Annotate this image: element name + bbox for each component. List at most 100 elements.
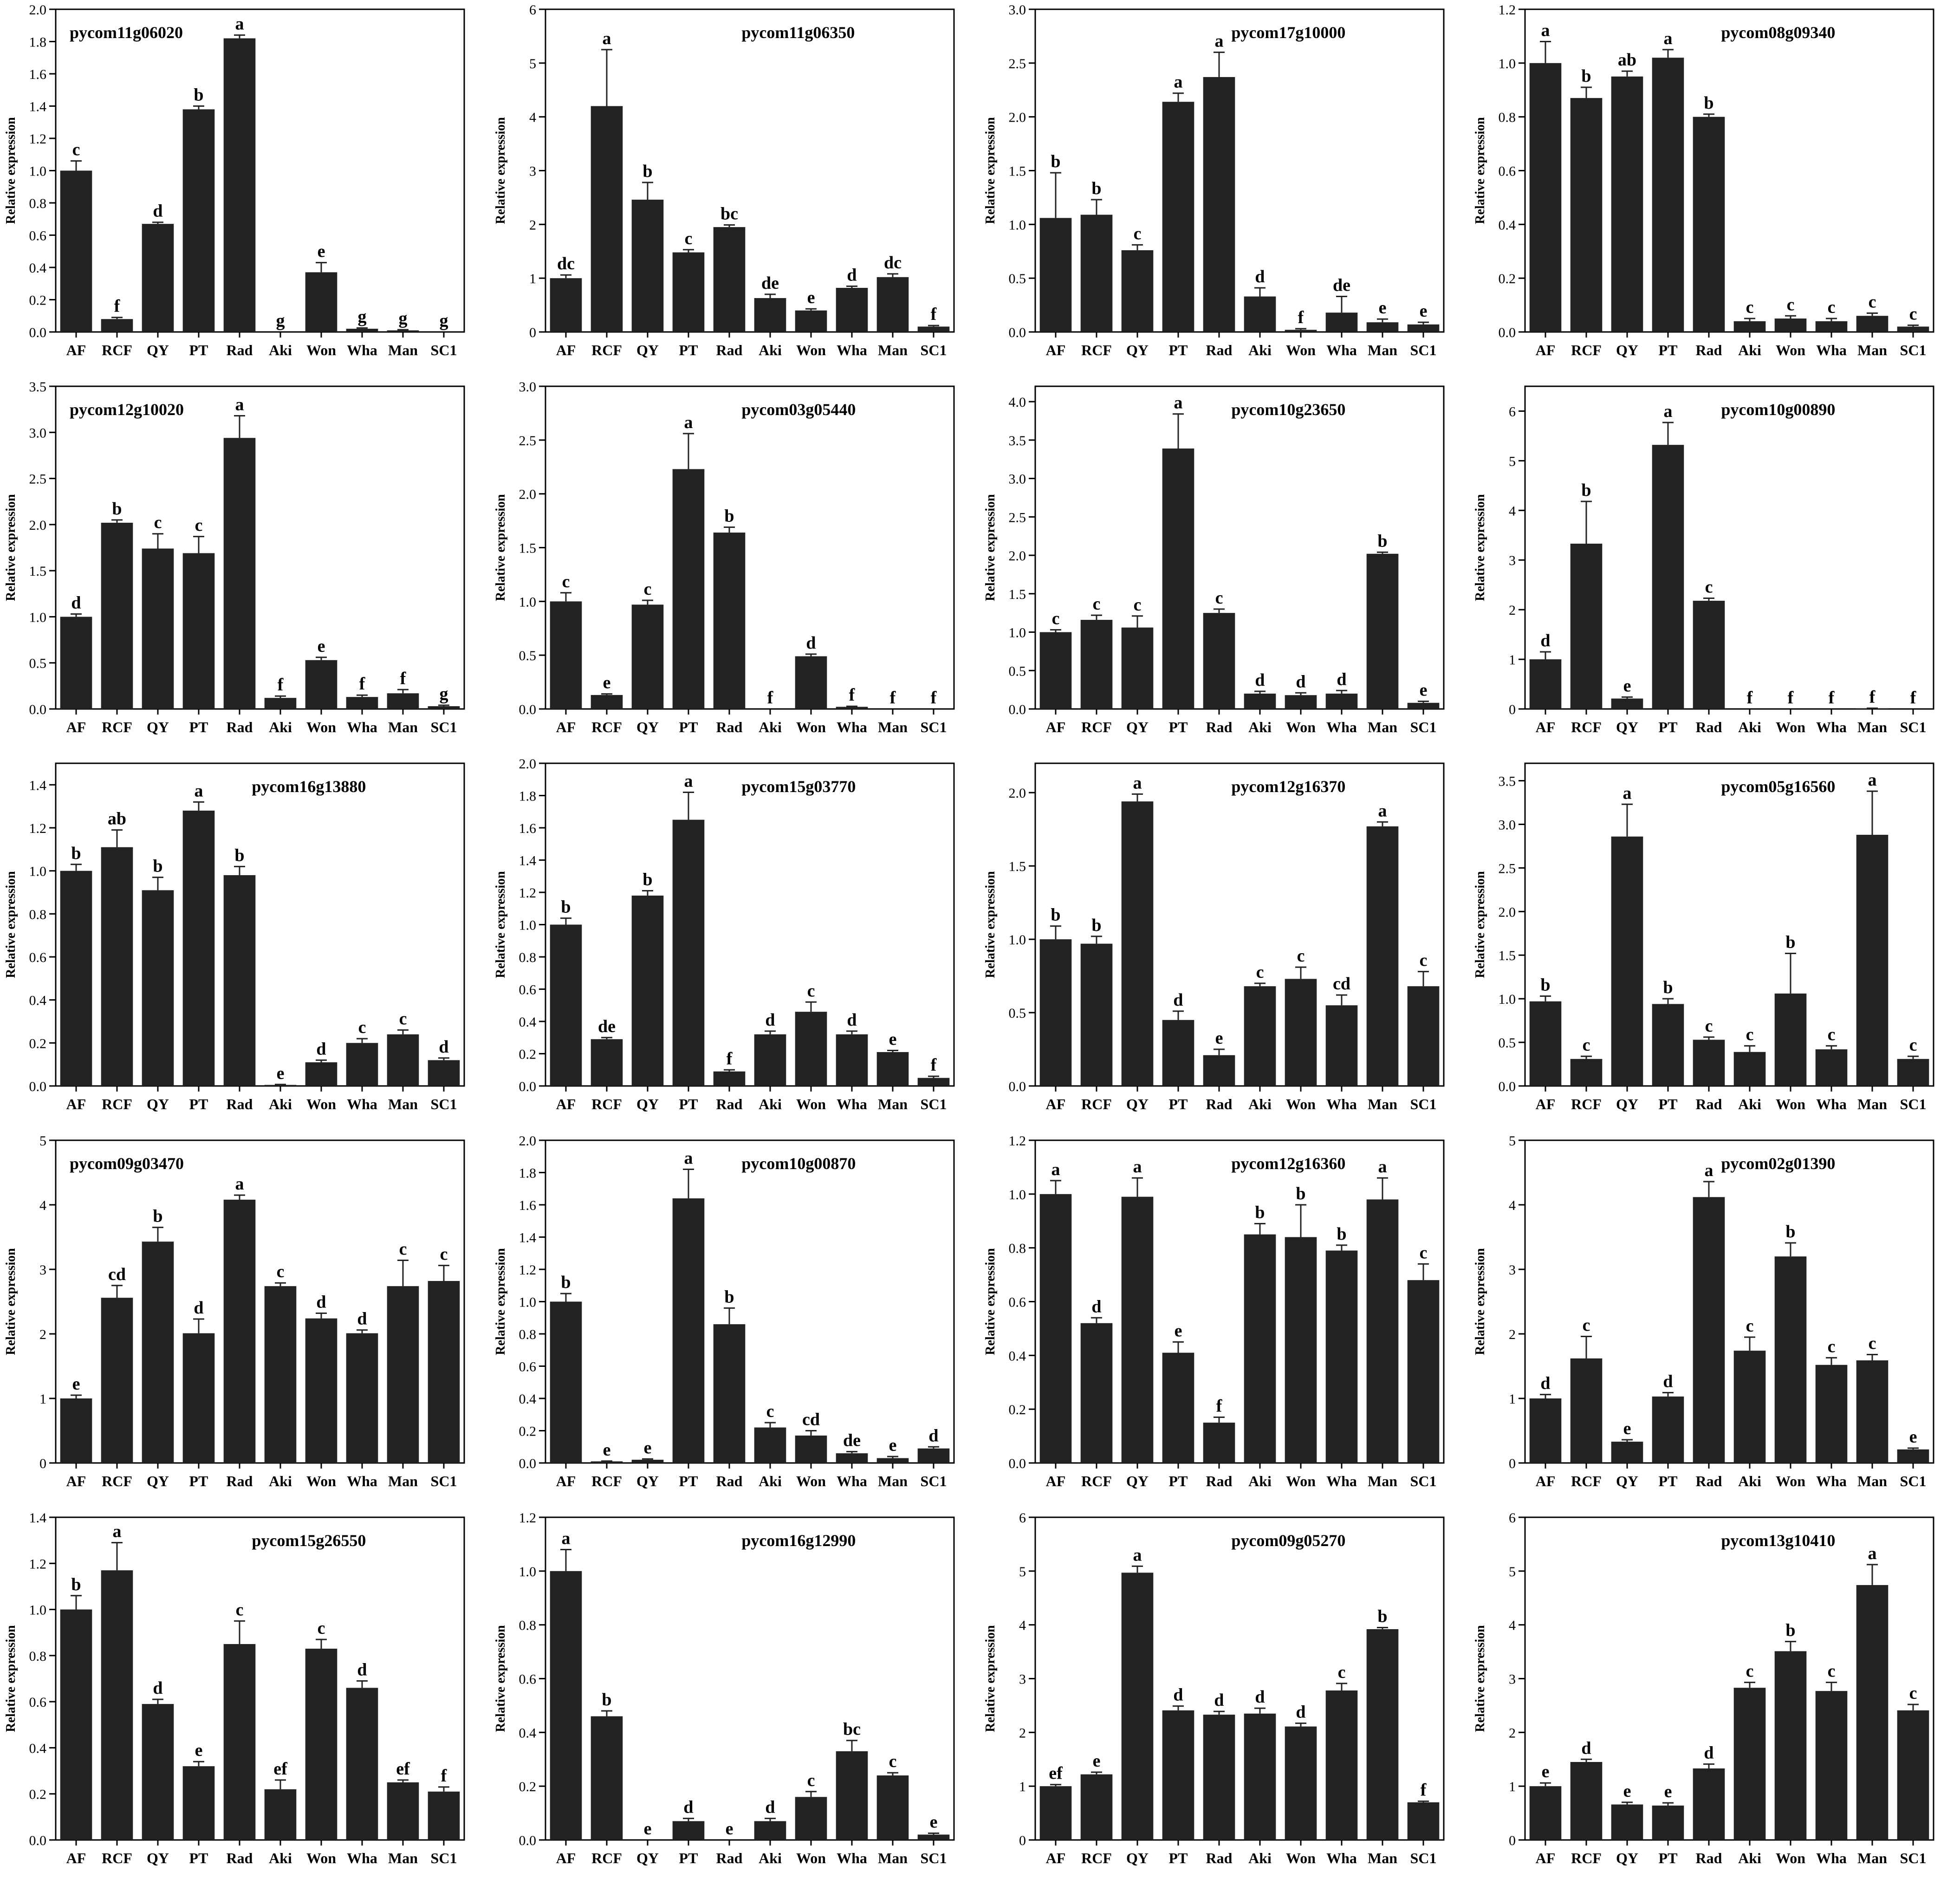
chart-panel-20: 0 1 2 3 4 5 6 Relative expression pycom13g10410 e… — [1473, 1510, 1934, 1866]
bar-SC1 — [1897, 1449, 1929, 1463]
y-tick-label: 0.2 — [29, 1036, 47, 1051]
x-tick-label: Won — [796, 1096, 826, 1112]
y-tick-label: 2 — [1019, 1725, 1026, 1741]
x-tick-label: Aki — [269, 1096, 292, 1112]
bar-QY — [631, 200, 664, 332]
y-tick-label: 1.5 — [29, 564, 47, 579]
bar-PT — [1652, 445, 1684, 709]
y-tick-label: 3 — [529, 164, 536, 179]
bar-SC1 — [1897, 1059, 1929, 1086]
y-tick-label: 0.4 — [519, 1725, 537, 1741]
bar-AF — [550, 1571, 582, 1840]
significance-letter: f — [727, 1049, 733, 1068]
significance-letter: d — [765, 1798, 775, 1817]
significance-letter: c — [318, 1618, 325, 1638]
bar-Rad — [223, 875, 256, 1086]
bar-AF — [1039, 1194, 1072, 1463]
bar-RCF — [101, 319, 133, 332]
bar-AF — [1039, 939, 1072, 1086]
significance-letter: c — [1828, 298, 1836, 317]
x-tick-label: AF — [1536, 719, 1556, 735]
x-tick-label: Wha — [1326, 1096, 1357, 1112]
x-tick-label: QY — [1126, 1096, 1149, 1112]
x-tick-label: PT — [189, 342, 208, 358]
significance-letter: c — [236, 1600, 244, 1619]
significance-letter: d — [806, 633, 816, 653]
x-tick-label: Man — [878, 342, 908, 358]
bar-Aki — [1244, 1234, 1276, 1463]
x-tick-label: SC1 — [921, 1850, 947, 1866]
x-tick-label: Won — [1776, 1473, 1805, 1489]
x-tick-label: Aki — [1738, 1096, 1761, 1112]
significance-letter: c — [889, 1752, 897, 1771]
y-tick-label: 0.2 — [519, 1424, 537, 1439]
significance-letter: f — [931, 688, 937, 708]
chart-title: pycom17g10000 — [1231, 23, 1345, 42]
x-tick-label: AF — [66, 719, 86, 735]
y-tick-label: 3 — [1019, 1672, 1026, 1687]
x-tick-label: AF — [1536, 1473, 1556, 1489]
x-tick-label: SC1 — [1410, 1096, 1437, 1112]
y-tick-label: 1.2 — [29, 821, 47, 836]
x-tick-label: SC1 — [921, 342, 947, 358]
significance-letter: b — [724, 506, 734, 526]
bar-AF — [60, 1398, 92, 1463]
bar-PT — [182, 1333, 215, 1463]
plot-frame — [55, 8, 465, 333]
significance-letter: f — [931, 1055, 937, 1075]
y-tick-label: 0.0 — [1499, 325, 1516, 340]
bar-Aki — [1733, 1351, 1766, 1463]
chart-title: pycom09g03470 — [70, 1154, 184, 1173]
significance-letter: a — [684, 1149, 693, 1168]
significance-letter: c — [807, 1771, 815, 1790]
bar-Wha — [346, 1043, 378, 1086]
y-tick-label: 3.0 — [519, 379, 537, 395]
bar-Aki — [1244, 986, 1276, 1086]
y-tick-label: 0.2 — [1009, 1402, 1026, 1417]
significance-letter: a — [1215, 32, 1224, 51]
x-tick-label: SC1 — [1900, 1850, 1927, 1866]
x-tick-label: Man — [388, 719, 418, 735]
significance-letter: d — [316, 1293, 326, 1312]
x-tick-label: Rad — [1206, 1850, 1233, 1866]
y-tick-label: 0.8 — [519, 950, 537, 965]
bar-Man — [1856, 316, 1889, 332]
plot-frame — [1524, 762, 1934, 1087]
significance-letter: c — [1705, 1016, 1713, 1036]
significance-letter: d — [316, 1039, 326, 1059]
significance-letter: a — [195, 781, 203, 800]
x-tick-label: Man — [1368, 1473, 1397, 1489]
y-tick-label: 1.6 — [519, 1198, 537, 1213]
y-tick-label: 2.0 — [29, 2, 47, 18]
chart-panel-1: 0.0 0.2 0.4 0.6 0.8 1.0 1.2 1.4 1.6 1.8 2.0 Relativ… — [4, 2, 465, 358]
significance-letter: a — [1623, 783, 1632, 803]
bar-Man — [876, 1775, 909, 1840]
significance-letter: cd — [1333, 974, 1350, 994]
y-tick-label: 1.5 — [519, 541, 537, 556]
significance-letter: c — [1869, 1333, 1876, 1353]
x-tick-label: SC1 — [921, 1473, 947, 1489]
y-tick-label: 0.2 — [29, 293, 47, 308]
x-tick-label: Wha — [837, 1096, 867, 1112]
y-axis-label: Relative expression — [4, 871, 18, 978]
y-tick-label: 2.5 — [1009, 510, 1026, 525]
bar-Man — [1366, 1629, 1399, 1840]
y-tick-label: 4 — [1019, 1618, 1026, 1633]
x-tick-label: Rad — [1206, 1473, 1233, 1489]
bar-SC1 — [1407, 324, 1440, 332]
significance-letter: d — [1704, 1743, 1713, 1763]
chart-panel-14: 0.0 0.2 0.4 0.6 0.8 1.0 1.2 1.4 1.6 1.8 2.0 Relativ… — [493, 1133, 955, 1489]
significance-letter: f — [1910, 688, 1917, 708]
bar-Rad — [1693, 600, 1725, 709]
bar-RCF — [591, 1716, 623, 1840]
x-tick-label: Won — [306, 719, 336, 735]
x-tick-label: QY — [636, 719, 659, 735]
y-tick-label: 0.0 — [519, 1079, 537, 1094]
y-tick-label: 0.0 — [1009, 325, 1026, 340]
y-tick-label: 2 — [1509, 1725, 1516, 1741]
x-tick-label: AF — [556, 1850, 576, 1866]
x-tick-label: Rad — [1206, 342, 1233, 358]
bar-Wha — [836, 288, 868, 332]
x-tick-label: AF — [66, 1096, 86, 1112]
x-tick-label: Man — [1368, 1850, 1397, 1866]
